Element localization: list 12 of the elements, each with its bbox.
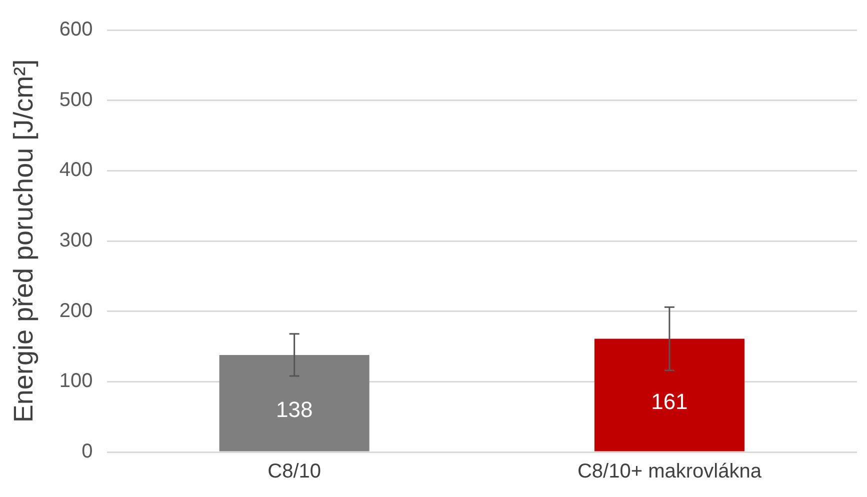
y-tick-label: 100 bbox=[59, 370, 93, 392]
y-tick-label: 500 bbox=[59, 88, 93, 111]
y-tick-label: 600 bbox=[59, 18, 93, 41]
y-tick-label: 300 bbox=[59, 230, 93, 252]
x-tick-label: C8/10 bbox=[268, 460, 322, 483]
y-tick-label: 200 bbox=[59, 300, 93, 322]
y-tick-label: 0 bbox=[82, 440, 93, 463]
data-label: 161 bbox=[651, 389, 688, 414]
x-tick-label: C8/10+ makrovlákna bbox=[577, 460, 762, 483]
y-axis-title: Energie před poruchou [J/cm²] bbox=[8, 59, 39, 423]
data-label: 138 bbox=[276, 397, 313, 422]
y-tick-label: 400 bbox=[59, 159, 93, 182]
